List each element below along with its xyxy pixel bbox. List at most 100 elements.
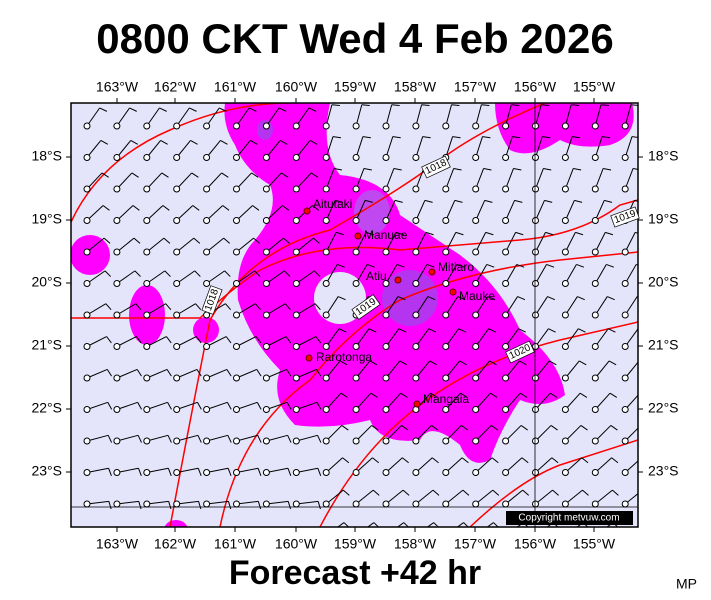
barb-flag (343, 522, 350, 527)
barb-staff (325, 392, 342, 410)
station (352, 280, 360, 287)
barb-flag (403, 522, 410, 527)
barb-staff (266, 303, 286, 316)
station (83, 343, 91, 350)
barb-flag (576, 263, 585, 268)
barb-staff (355, 104, 363, 127)
barb-flag (642, 490, 648, 495)
barb-flag (424, 199, 433, 203)
barb-staff (146, 140, 162, 158)
barb-flag (138, 501, 142, 510)
barb-staff (385, 136, 394, 158)
barb-staff (475, 425, 492, 442)
station (143, 437, 151, 445)
station (113, 185, 121, 193)
barb-flag (316, 402, 322, 410)
station (322, 437, 330, 445)
barb-flag (512, 136, 521, 139)
barb-flag (250, 139, 258, 145)
station (532, 343, 539, 350)
barb-flag (167, 435, 172, 443)
barb-staff (146, 205, 164, 221)
station (621, 374, 629, 382)
barb-staff (295, 237, 314, 253)
station (352, 406, 360, 413)
barb-flag (402, 489, 410, 496)
station (382, 500, 390, 508)
barb-staff (86, 270, 106, 284)
barb-flag (481, 104, 490, 106)
barb-staff (325, 425, 343, 442)
barb-flag (134, 270, 141, 277)
station (562, 533, 568, 539)
barb-flag (333, 167, 343, 171)
barb-flag (484, 199, 493, 203)
station (561, 217, 569, 224)
barb-staff (564, 328, 579, 347)
barb-flag (542, 136, 551, 139)
station (143, 311, 151, 319)
station (532, 311, 539, 319)
barb-staff (415, 264, 428, 284)
barb-flag (331, 104, 340, 106)
barb-flag (493, 522, 499, 527)
barb-flag (426, 263, 435, 268)
station (561, 122, 569, 130)
station (292, 248, 300, 256)
barb-staff (337, 522, 345, 527)
barb-staff (385, 328, 400, 347)
barb-staff (146, 336, 167, 347)
lon-label: 159°W (334, 536, 377, 552)
lon-label: 158°W (394, 536, 437, 552)
barb-staff (325, 457, 343, 473)
barb-flag (284, 303, 291, 311)
barb-flag (257, 501, 262, 510)
barb-staff (445, 168, 455, 190)
barb-flag (549, 360, 557, 366)
lon-label: 160°W (275, 79, 318, 95)
barb-flag (451, 104, 460, 106)
barb-flag (373, 522, 380, 527)
lat-label: 21°S (648, 337, 679, 353)
barb-staff (206, 270, 225, 284)
barb-flag (391, 104, 400, 106)
barb-flag (227, 435, 232, 443)
station (383, 533, 389, 539)
place-dot (305, 354, 313, 362)
barb-flag (547, 296, 556, 301)
station (323, 533, 329, 539)
barb-flag (571, 104, 580, 106)
station (262, 311, 270, 319)
barb-flag (610, 425, 618, 431)
barb-staff (624, 361, 638, 379)
barb-flag (607, 296, 615, 301)
barb-flag (252, 205, 260, 211)
barb-staff (296, 401, 318, 410)
isobar-label-box (351, 294, 381, 320)
station (621, 437, 629, 445)
barb-flag (341, 425, 349, 431)
station (472, 311, 480, 319)
station (412, 122, 420, 130)
barb-staff (206, 172, 222, 190)
barb-staff (475, 136, 483, 158)
barb-staff (236, 172, 252, 190)
barb-flag (196, 369, 202, 377)
barb-staff (505, 136, 513, 158)
station (591, 154, 599, 161)
barb-staff (475, 489, 494, 505)
barb-flag (313, 237, 320, 244)
place-dot (449, 288, 457, 296)
barb-flag (105, 303, 112, 311)
station (113, 217, 121, 224)
barb-staff (116, 500, 139, 505)
barb-staff (206, 434, 228, 442)
barb-flag (227, 468, 232, 476)
barb-staff (624, 136, 633, 158)
station (502, 406, 510, 413)
barb-flag (167, 402, 172, 410)
station (83, 185, 91, 193)
barb-staff (236, 401, 258, 410)
barb-staff (475, 200, 486, 221)
barb-flag (483, 167, 492, 171)
